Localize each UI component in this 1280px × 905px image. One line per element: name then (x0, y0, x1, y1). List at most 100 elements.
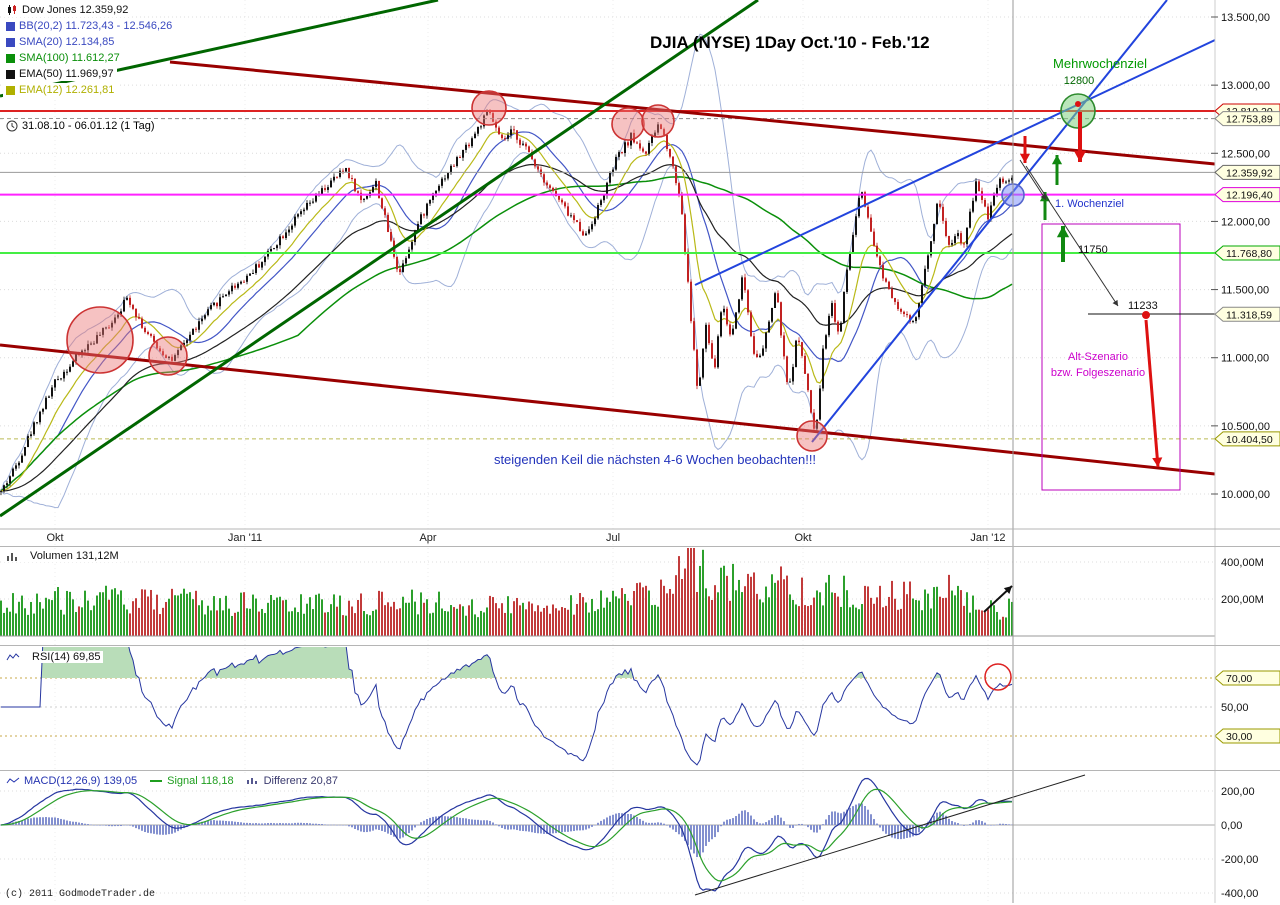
macd-histogram-bar (348, 825, 350, 827)
macd-histogram-bar (834, 811, 836, 825)
volume-bar (444, 611, 446, 636)
macd-histogram-bar (363, 825, 365, 833)
macd-histogram-bar (699, 825, 701, 857)
volume-bar (45, 597, 47, 636)
macd-histogram-bar (240, 822, 242, 825)
macd-histogram-bar (411, 825, 413, 831)
candle-body (390, 231, 392, 241)
macd-histogram-bar (57, 818, 59, 825)
candle-body (168, 356, 170, 359)
macd-histogram-bar (204, 821, 206, 825)
volume-bar (642, 587, 644, 636)
macd-histogram-bar (708, 825, 710, 842)
macd-histogram-bar (891, 825, 893, 838)
macd-histogram-bar (246, 822, 248, 825)
macd-histogram-bar (648, 822, 650, 825)
macd-histogram-bar (270, 822, 272, 825)
volume-bar (27, 614, 29, 636)
volume-bar (789, 594, 791, 636)
volume-bar (285, 599, 287, 636)
macd-histogram-bar (282, 823, 284, 825)
candle-body (144, 327, 146, 333)
candle-body (579, 222, 581, 232)
candle-body (6, 483, 8, 486)
candle-body (147, 332, 149, 335)
volume-bar (717, 592, 719, 636)
candle-body (612, 169, 614, 173)
volume-bar (81, 607, 83, 636)
legend-item-label: SMA(20) 12.134,85 (19, 36, 115, 48)
legend-swatch-icon (6, 85, 15, 95)
candle-body (357, 191, 359, 193)
candle-body (378, 180, 380, 199)
volume-bar (960, 590, 962, 636)
volume-bar (204, 614, 206, 636)
candle-body (597, 205, 599, 219)
macd-histogram-bar (933, 815, 935, 825)
legend-item: BB(20,2) 11.723,43 - 12.546,26 (3, 19, 176, 33)
volume-bar (84, 590, 86, 636)
candle-body (873, 231, 875, 246)
macd-histogram-bar (963, 825, 965, 826)
macd-histogram-bar (936, 812, 938, 825)
date-range-row: 31.08.10 - 06.01.12 (1 Tag) (3, 119, 158, 133)
candle-body (492, 113, 494, 122)
macd-histogram-bar (549, 825, 551, 834)
macd-histogram-bar (609, 815, 611, 825)
candle-body (843, 291, 845, 323)
macd-histogram-bar (825, 819, 827, 825)
volume-axis-label: 200,00M (1221, 594, 1264, 606)
macd-axis-label: 200,00 (1221, 786, 1255, 798)
volume-bar (666, 593, 668, 636)
candle-body (99, 334, 101, 336)
volume-bar (750, 576, 752, 636)
macd-histogram-bar (111, 825, 113, 827)
macd-legend: MACD(12,26,9) 139,05 Signal 118,18 Diffe… (3, 775, 341, 787)
candle-body (897, 301, 899, 310)
candle-body (660, 124, 662, 130)
macd-histogram-bar (870, 814, 872, 825)
macd-histogram-bar (783, 821, 785, 825)
candle-body (948, 235, 950, 245)
candle-body (258, 264, 260, 268)
volume-bar (705, 588, 707, 636)
macd-histogram-bar (915, 825, 917, 835)
candle-body (54, 379, 56, 388)
highlight-circle (66, 306, 134, 374)
macd-histogram-bar (285, 823, 287, 825)
macd-histogram-bar (345, 825, 347, 826)
macd-histogram-bar (231, 821, 233, 825)
macd-histogram-bar (105, 825, 107, 826)
arrow-line (1144, 319, 1160, 468)
macd-histogram-bar (213, 820, 215, 825)
candle-body (48, 396, 50, 398)
candle-body (855, 216, 857, 235)
volume-bar (570, 595, 572, 636)
volume-bar (288, 611, 290, 636)
volume-bar (249, 608, 251, 636)
volume-bar (963, 605, 965, 636)
candle-body (672, 156, 674, 167)
candle-body (615, 156, 617, 170)
candle-body (513, 129, 515, 131)
candle-body (249, 273, 251, 276)
volume-bar (126, 609, 128, 636)
candle-body (792, 366, 794, 382)
candle-body (87, 344, 89, 351)
annotation-text: Alt-Szenario (1068, 351, 1128, 363)
candle-body (621, 152, 623, 154)
macd-histogram-bar (966, 825, 968, 826)
volume-bar (171, 588, 173, 636)
macd-histogram-bar (102, 825, 104, 826)
macd-histogram-bar (360, 825, 362, 832)
macd-histogram-bar (366, 825, 368, 833)
macd-histogram-bar (930, 818, 932, 825)
macd-histogram-bar (711, 825, 713, 840)
candle-body (297, 214, 299, 217)
volume-bar (927, 593, 929, 636)
volume-bar (108, 599, 110, 636)
macd-histogram-bar (840, 813, 842, 825)
price-badge: 12.359,92 (1214, 164, 1280, 180)
price-badge: 11.318,59 (1214, 306, 1280, 322)
